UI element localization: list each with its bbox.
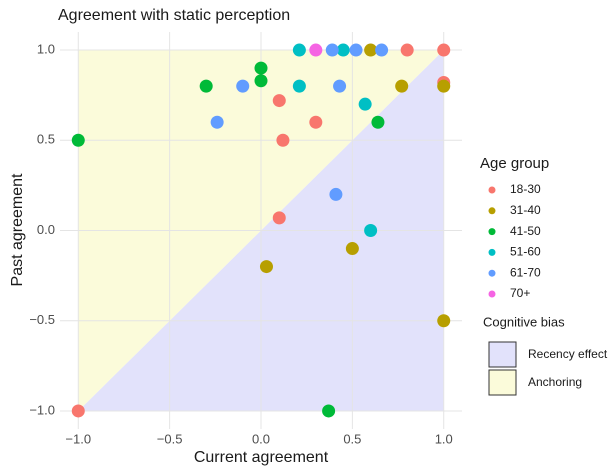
legend-label: 18-30 [510,182,541,196]
point [345,242,359,256]
point [400,43,414,57]
point [236,79,250,93]
legend-marker [488,290,496,298]
plot-area [60,32,462,429]
legend-marker [488,248,496,256]
legend-marker [488,207,496,215]
point [254,61,268,75]
point [349,43,363,57]
point [375,43,389,57]
point [71,404,85,418]
y-tick-label: 1.0 [37,41,55,56]
point [364,43,378,57]
legend-label: Anchoring [528,375,582,389]
y-tick-label: 0.0 [37,222,55,237]
legend-marker [488,228,496,236]
legend-swatch [488,369,517,396]
point [254,74,268,88]
point [210,115,224,129]
point [437,79,451,93]
x-tick-label: 0.5 [343,431,361,446]
point [437,43,451,57]
x-tick-label: −1.0 [65,431,91,446]
legend-marker [488,269,496,277]
x-tick-label: 0.0 [252,431,270,446]
legend-title: Cognitive bias [483,314,565,329]
point [309,43,323,57]
point [364,224,378,237]
point [276,133,290,147]
y-tick-label: −0.5 [29,312,55,327]
legend-label: 31-40 [510,203,541,217]
y-tick-label: 0.5 [37,132,55,147]
x-tick-label: −0.5 [157,431,183,446]
point [292,79,306,93]
point [358,97,372,111]
chart-title: Agreement with static perception [58,7,290,24]
point [329,187,343,201]
point [325,43,339,57]
point [336,43,350,57]
point [71,133,85,147]
point [437,314,451,328]
legend-label: Recency effect [528,347,608,361]
x-axis-label: Current agreement [194,449,329,466]
point [395,79,409,93]
legend-swatch [488,341,517,368]
y-axis-label: Past agreement [9,173,26,287]
point [292,43,306,57]
point [272,211,286,225]
point [371,115,385,129]
point [272,94,286,108]
legend-label: 61-70 [510,265,541,279]
point [309,115,323,129]
point [333,79,347,93]
point [322,404,336,418]
legend-title: Age group [480,155,549,172]
legend-marker [488,186,496,194]
legend-label: 70+ [510,286,530,300]
point [259,260,273,274]
legend-label: 51-60 [510,245,541,259]
point [199,79,213,93]
x-tick-label: 1.0 [435,431,453,446]
legend-label: 41-50 [510,224,541,238]
y-tick-label: −1.0 [29,402,55,417]
